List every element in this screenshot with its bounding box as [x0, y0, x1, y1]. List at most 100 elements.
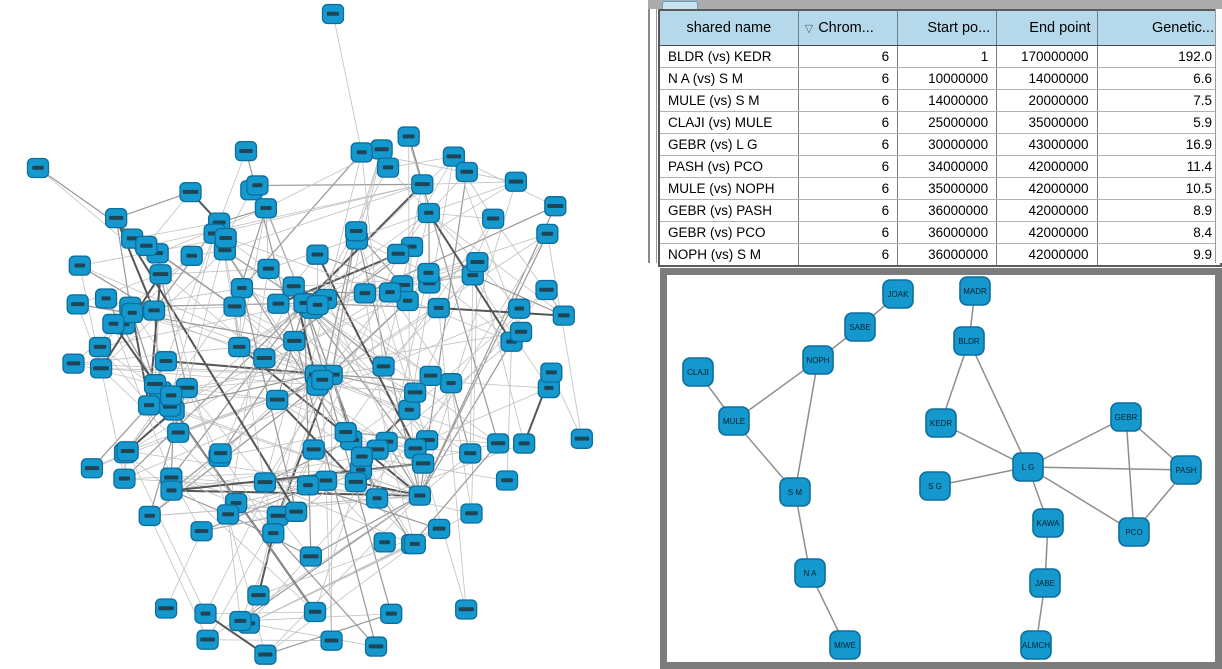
- network-edge[interactable]: [428, 233, 548, 274]
- network-edge[interactable]: [303, 302, 424, 464]
- network-node-LG[interactable]: [1012, 452, 1044, 482]
- network-edge[interactable]: [234, 306, 416, 393]
- table-cell[interactable]: 42000000: [996, 243, 1098, 267]
- table-cell[interactable]: 170000000: [996, 45, 1098, 68]
- network-edge[interactable]: [794, 359, 819, 493]
- network-edge[interactable]: [171, 477, 316, 613]
- network-edge[interactable]: [248, 289, 547, 624]
- table-cell[interactable]: 8.9: [1096, 199, 1221, 222]
- network-node-SG[interactable]: [919, 471, 951, 501]
- network-edge[interactable]: [276, 303, 306, 401]
- table-cell[interactable]: 1: [897, 45, 997, 68]
- network-edge[interactable]: [304, 302, 499, 444]
- network-node-MADR[interactable]: [959, 276, 991, 306]
- network-node-GEBR[interactable]: [1110, 402, 1142, 432]
- table-row[interactable]: CLAJI (vs) MULE 6 25000000 35000000 5.9: [658, 111, 1221, 134]
- network-edge[interactable]: [186, 238, 227, 389]
- network-edge[interactable]: [214, 183, 423, 235]
- table-cell[interactable]: PASH (vs) PCO: [658, 155, 799, 178]
- table-cell[interactable]: 14000000: [996, 67, 1098, 90]
- network-edge[interactable]: [1125, 416, 1135, 533]
- column-header-chromosome[interactable]: ▽ Chrom...: [797, 10, 898, 46]
- table-cell[interactable]: 42000000: [996, 221, 1098, 244]
- network-edge[interactable]: [376, 272, 429, 499]
- table-cell[interactable]: 10000000: [897, 67, 997, 90]
- network-edge[interactable]: [304, 212, 430, 304]
- network-node-SM[interactable]: [779, 477, 811, 507]
- network-node-NOPH[interactable]: [802, 345, 834, 375]
- network-edge[interactable]: [428, 272, 512, 343]
- network-edge[interactable]: [419, 205, 556, 496]
- network-edge[interactable]: [124, 287, 243, 454]
- network-node-MIWE[interactable]: [829, 630, 861, 660]
- network-edge[interactable]: [472, 274, 565, 317]
- table-cell[interactable]: 6: [797, 221, 898, 244]
- table-cell[interactable]: 42000000: [996, 199, 1098, 222]
- table-cell[interactable]: MULE (vs) S M: [658, 89, 799, 112]
- table-cell[interactable]: 34000000: [897, 155, 997, 178]
- table-row[interactable]: MULE (vs) NOPH 6 35000000 42000000 10.5: [658, 177, 1221, 200]
- network-edge[interactable]: [115, 218, 131, 307]
- network-edge[interactable]: [123, 302, 305, 480]
- network-edge[interactable]: [238, 208, 267, 348]
- network-edge[interactable]: [477, 262, 525, 444]
- network-edge[interactable]: [238, 346, 421, 497]
- network-edge[interactable]: [450, 383, 471, 454]
- table-cell[interactable]: 7.5: [1096, 89, 1221, 112]
- network-edge[interactable]: [387, 167, 520, 309]
- network-edge[interactable]: [1027, 466, 1135, 533]
- table-cell[interactable]: 25000000: [897, 111, 997, 134]
- table-cell[interactable]: 20000000: [996, 89, 1098, 112]
- network-edge[interactable]: [265, 543, 416, 656]
- network-node-PCO[interactable]: [1118, 517, 1150, 547]
- network-edge[interactable]: [325, 298, 421, 496]
- network-node-MULE[interactable]: [718, 406, 750, 436]
- network-node-BLDR[interactable]: [953, 326, 985, 356]
- network-edge[interactable]: [240, 253, 399, 622]
- column-header-genetic[interactable]: Genetic...: [1096, 10, 1221, 46]
- table-cell[interactable]: CLAJI (vs) MULE: [658, 111, 799, 134]
- network-edge[interactable]: [77, 273, 161, 305]
- table-cell[interactable]: 6.6: [1096, 67, 1221, 90]
- column-header-end-point[interactable]: End point: [996, 10, 1098, 46]
- network-edge[interactable]: [422, 181, 516, 185]
- detail-network-canvas[interactable]: JOAK SABE NOPH CLAJI MULE S M N A MIWE MADR BLDR K…: [667, 275, 1215, 662]
- network-edge[interactable]: [411, 443, 499, 545]
- filter-icon[interactable]: ▽: [804, 23, 814, 35]
- table-cell[interactable]: 6: [797, 45, 898, 68]
- table-cell[interactable]: 6: [797, 155, 898, 178]
- table-row[interactable]: GEBR (vs) PCO 6 36000000 42000000 8.4: [658, 221, 1221, 244]
- network-edge[interactable]: [1027, 466, 1187, 471]
- table-cell[interactable]: 16.9: [1096, 133, 1221, 156]
- table-cell[interactable]: 5.9: [1096, 111, 1221, 134]
- network-edge[interactable]: [170, 410, 175, 478]
- network-edge[interactable]: [178, 385, 318, 434]
- network-edge[interactable]: [77, 304, 102, 369]
- table-cell[interactable]: 42000000: [996, 155, 1098, 178]
- network-edge[interactable]: [165, 531, 202, 609]
- table-cell[interactable]: 6: [797, 67, 898, 90]
- table-cell[interactable]: 192.0: [1096, 45, 1221, 68]
- network-edge[interactable]: [264, 463, 424, 483]
- network-edge[interactable]: [332, 13, 363, 153]
- network-edge[interactable]: [224, 183, 423, 251]
- table-cell[interactable]: 36000000: [897, 221, 997, 244]
- table-cell[interactable]: GEBR (vs) PCO: [658, 221, 799, 244]
- network-edge[interactable]: [438, 308, 467, 610]
- network-edge[interactable]: [186, 387, 278, 401]
- table-row[interactable]: BLDR (vs) KEDR 6 1 170000000 192.0: [658, 45, 1221, 68]
- table-cell[interactable]: 36000000: [897, 243, 997, 267]
- network-edge[interactable]: [469, 275, 474, 454]
- network-edge[interactable]: [277, 449, 315, 517]
- network-edge[interactable]: [160, 268, 269, 275]
- network-node-KAWA[interactable]: [1032, 508, 1064, 538]
- network-edge[interactable]: [218, 151, 247, 223]
- table-cell[interactable]: N A (vs) S M: [658, 67, 799, 90]
- network-edge[interactable]: [219, 431, 346, 458]
- network-edge[interactable]: [73, 363, 156, 385]
- network-edge[interactable]: [419, 341, 513, 496]
- network-node-ALMCH[interactable]: [1020, 630, 1052, 660]
- network-edge[interactable]: [325, 298, 431, 377]
- network-node-JOAK[interactable]: [882, 279, 914, 309]
- network-edge[interactable]: [205, 611, 316, 615]
